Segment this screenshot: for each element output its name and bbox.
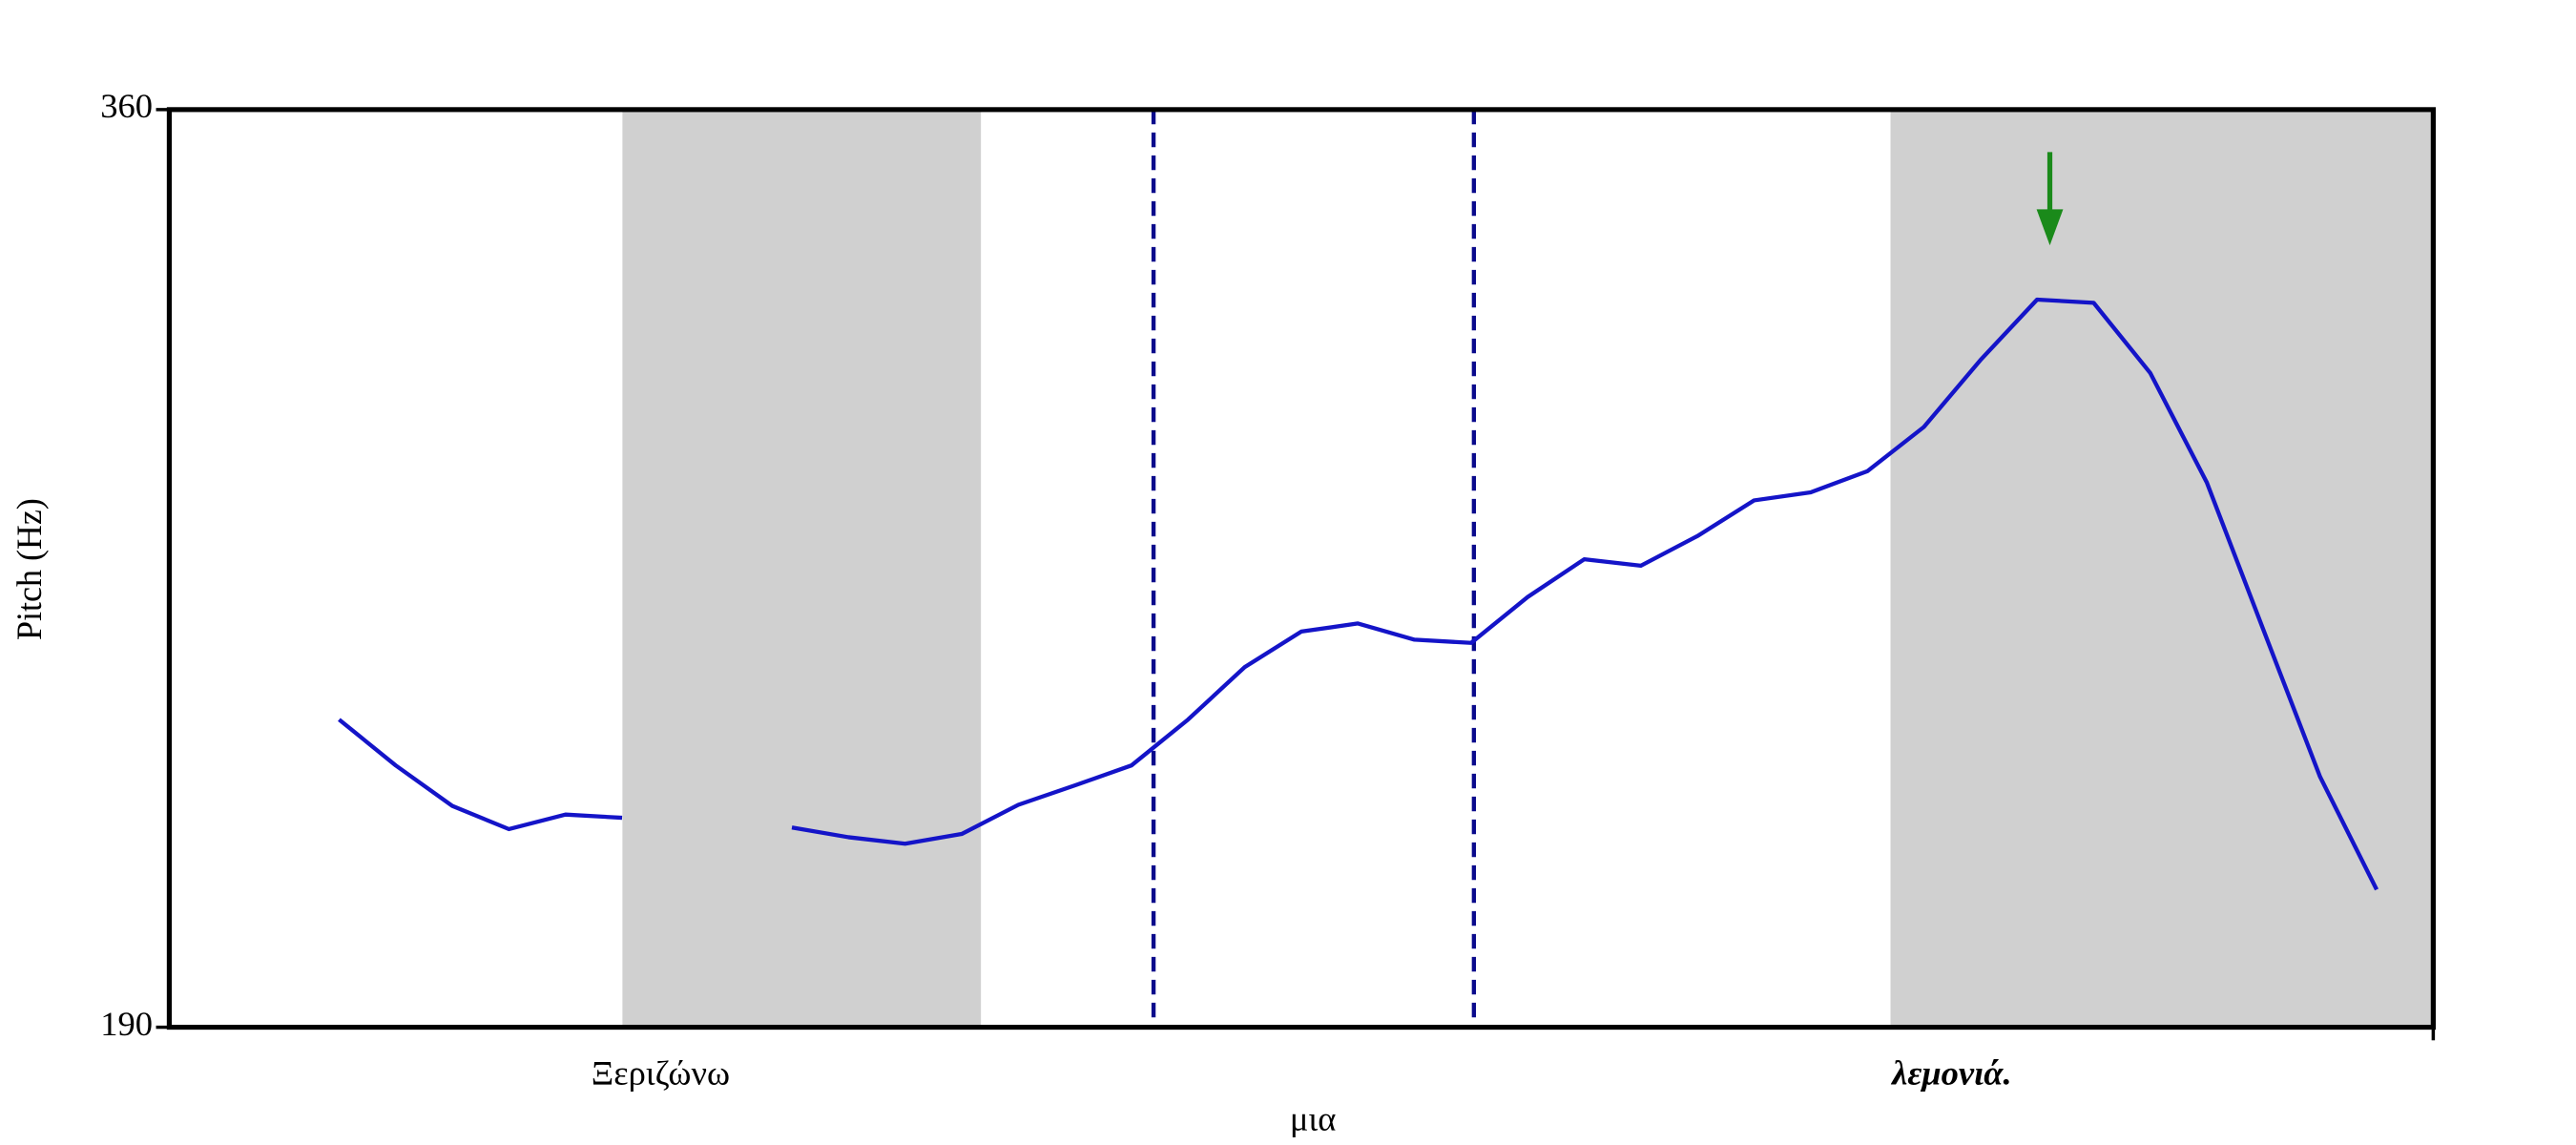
- word-label: Ξεριζώνω: [592, 1054, 730, 1093]
- plot-frame: [166, 107, 2436, 1030]
- word-label: μια: [1290, 1100, 1337, 1138]
- pitch-line: [338, 718, 623, 832]
- pitch-line: [791, 297, 2379, 891]
- y-tick-label: 190: [100, 1005, 153, 1043]
- y-tick-label: 360: [100, 87, 153, 125]
- y-axis-label: Pitch (Hz): [10, 498, 49, 640]
- shaded-region: [1890, 109, 2434, 1028]
- word-label: λεμονιά.: [1890, 1054, 2011, 1093]
- shaded-region: [622, 109, 982, 1028]
- arrow-head: [2036, 209, 2064, 246]
